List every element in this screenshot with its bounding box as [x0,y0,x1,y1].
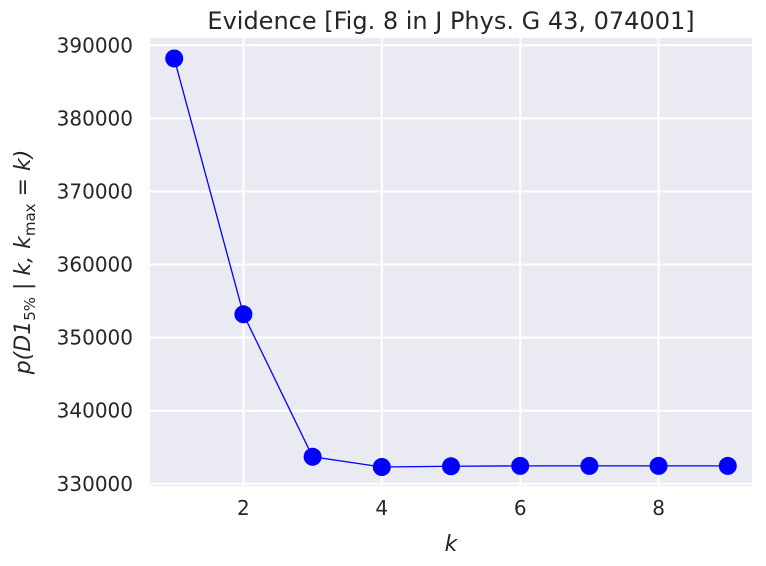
y-tick-labels: 330000 340000 350000 360000 370000 380000 3900… [57,33,133,495]
data-point [580,456,599,475]
data-point [234,305,253,324]
data-point [303,447,322,466]
data-point [511,456,530,475]
y-tick-label: 360000 [57,253,133,277]
data-point [649,456,668,475]
x-axis-label: k [445,532,459,557]
y-tick-label: 380000 [57,106,133,130]
data-point [442,457,460,476]
data-point [372,457,391,476]
grid-lines [150,38,752,486]
y-axis-label-subscript: max [21,203,39,236]
series-group [165,49,737,476]
y-axis-label: p(D15% | k, kmax = k) [11,150,39,376]
x-tick-label: 6 [514,496,527,520]
chart-title: Evidence [Fig. 8 in J Phys. G 43, 074001… [207,7,694,35]
data-point [165,49,184,68]
x-tick-labels: 2 4 6 8 [237,496,665,520]
y-tick-label: 350000 [57,326,133,350]
x-tick-label: 4 [375,496,388,520]
y-axis-label-part: | k, k [11,235,36,297]
data-point [718,456,737,475]
plot-area [150,38,752,486]
y-tick-label: 390000 [57,33,133,57]
y-axis-label-subscript: 5% [21,297,39,321]
y-axis-label-part: = k) [11,150,36,204]
y-axis-label-part: p(D1 [11,321,36,376]
x-tick-label: 8 [652,496,665,520]
y-tick-label: 330000 [57,472,133,496]
y-tick-label: 370000 [57,179,133,203]
x-tick-label: 2 [237,496,250,520]
y-tick-label: 340000 [57,399,133,423]
